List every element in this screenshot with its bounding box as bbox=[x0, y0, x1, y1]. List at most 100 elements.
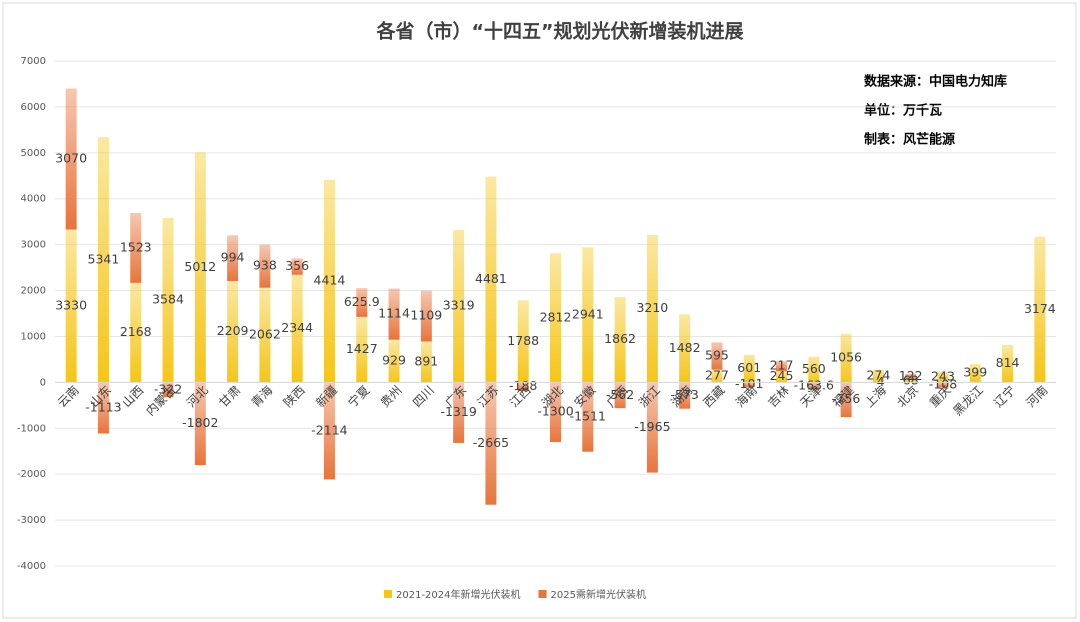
bar bbox=[356, 288, 368, 317]
data-label: -163.6 bbox=[794, 378, 834, 393]
bar bbox=[291, 274, 303, 383]
bar bbox=[872, 369, 884, 383]
data-label: 3174 bbox=[1024, 301, 1056, 316]
data-label: -322 bbox=[154, 381, 182, 396]
data-label: 1788 bbox=[507, 333, 539, 348]
bar bbox=[582, 382, 594, 452]
y-tick-label: 6000 bbox=[21, 102, 46, 113]
annotation: 数据来源：中国电力知库 bbox=[864, 74, 1007, 90]
bar bbox=[614, 382, 626, 409]
bar bbox=[420, 341, 432, 383]
bar bbox=[582, 247, 594, 383]
bar bbox=[808, 382, 820, 390]
y-tick-label: 2000 bbox=[21, 286, 46, 297]
data-label: 2209 bbox=[217, 323, 249, 338]
data-label: -573 bbox=[670, 387, 698, 402]
bar bbox=[194, 152, 206, 383]
data-label: -108 bbox=[929, 376, 957, 391]
bar bbox=[743, 382, 755, 388]
data-label: -2114 bbox=[311, 422, 347, 437]
data-label: -562 bbox=[606, 387, 634, 402]
bar bbox=[808, 356, 820, 383]
data-label: 5012 bbox=[184, 259, 216, 274]
bar bbox=[776, 361, 788, 372]
data-label: 5341 bbox=[88, 251, 120, 266]
bar bbox=[840, 382, 852, 418]
bar bbox=[453, 382, 465, 443]
data-label: 814 bbox=[996, 355, 1020, 370]
bar bbox=[517, 300, 529, 383]
y-tick-label: -1000 bbox=[17, 423, 46, 434]
y-tick-label: -3000 bbox=[17, 515, 46, 526]
legend-label: 2025需新增光伏装机 bbox=[551, 588, 646, 601]
data-label: 217 bbox=[770, 358, 794, 373]
data-label: 2812 bbox=[540, 309, 572, 324]
bar bbox=[65, 229, 77, 383]
bar bbox=[453, 229, 465, 383]
bar bbox=[937, 371, 949, 383]
data-label: 2344 bbox=[281, 320, 313, 335]
data-label: 4481 bbox=[475, 271, 507, 286]
bar bbox=[291, 258, 303, 275]
data-label: 929 bbox=[382, 353, 406, 368]
bar bbox=[97, 382, 109, 434]
data-label: -1802 bbox=[182, 415, 218, 430]
bar bbox=[679, 314, 691, 383]
data-label: -2665 bbox=[473, 435, 509, 450]
data-label: 3210 bbox=[636, 300, 668, 315]
data-label: 1109 bbox=[410, 308, 442, 323]
bar bbox=[485, 382, 497, 505]
bar bbox=[65, 88, 77, 230]
data-label: 4414 bbox=[314, 273, 346, 288]
bar bbox=[259, 287, 271, 383]
data-label: -1300 bbox=[537, 404, 573, 419]
data-label: -101 bbox=[735, 376, 763, 391]
bar bbox=[97, 137, 109, 383]
bar bbox=[130, 282, 142, 383]
data-label: 938 bbox=[253, 258, 277, 273]
bar bbox=[711, 369, 723, 383]
annotation: 单位：万千瓦 bbox=[864, 103, 942, 119]
data-label: 245 bbox=[770, 368, 794, 383]
data-label: 3070 bbox=[55, 151, 87, 166]
data-label: 601 bbox=[737, 360, 761, 375]
legend-label: 2021-2024年新增光伏装机 bbox=[396, 588, 521, 601]
data-label: 3584 bbox=[152, 292, 184, 307]
bar bbox=[227, 280, 239, 383]
bar bbox=[517, 382, 529, 391]
bar bbox=[420, 290, 432, 342]
y-tick-label: -4000 bbox=[17, 561, 46, 572]
bar bbox=[388, 339, 400, 383]
bar bbox=[1034, 236, 1046, 383]
data-label: 399 bbox=[963, 365, 987, 380]
bar bbox=[969, 364, 981, 383]
data-label: 68 bbox=[903, 372, 919, 387]
chart-title: 各省（市）“十四五”规划光伏新增装机进展 bbox=[376, 20, 744, 43]
data-label: 1482 bbox=[669, 340, 701, 355]
data-label: 277 bbox=[705, 368, 729, 383]
bar bbox=[130, 212, 142, 283]
data-label: 2062 bbox=[249, 327, 281, 342]
data-label: 595 bbox=[705, 347, 729, 362]
data-label: -188 bbox=[509, 378, 537, 393]
data-label: 560 bbox=[802, 361, 826, 376]
bar bbox=[905, 379, 917, 383]
data-label: -1965 bbox=[634, 419, 670, 434]
bar bbox=[679, 382, 691, 409]
y-tick-label: 0 bbox=[40, 377, 46, 388]
bar bbox=[776, 371, 788, 383]
bar bbox=[743, 354, 755, 383]
bar bbox=[323, 382, 335, 480]
data-label: 3319 bbox=[443, 298, 475, 313]
bar bbox=[162, 217, 174, 383]
bar bbox=[388, 288, 400, 340]
y-tick-label: 5000 bbox=[21, 148, 46, 159]
data-label: 274 bbox=[866, 368, 890, 383]
bar bbox=[711, 342, 723, 370]
data-label: -1319 bbox=[440, 404, 476, 419]
bar bbox=[550, 382, 561, 443]
y-tick-label: -2000 bbox=[17, 469, 46, 480]
bar bbox=[194, 382, 206, 466]
